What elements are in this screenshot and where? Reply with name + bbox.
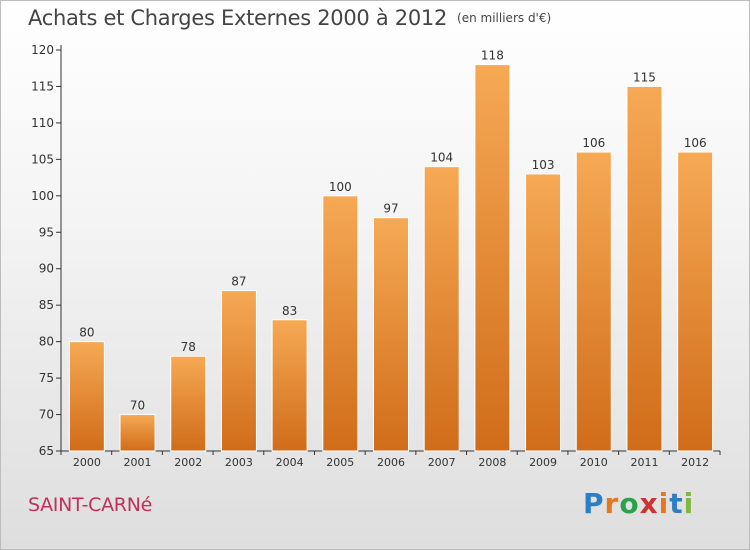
logo-letter: o [619,487,640,520]
logo-letter: i [683,487,695,520]
y-tick-label: 90 [39,262,54,276]
value-label: 78 [181,340,196,354]
value-label: 106 [684,136,707,150]
y-tick-label: 115 [31,79,54,93]
y-tick-label: 105 [31,152,54,166]
commune-name: SAINT-CARNé [28,494,153,516]
value-label: 70 [130,399,145,413]
x-tick-label: 2004 [276,456,304,469]
y-tick-label: 110 [31,116,54,130]
y-tick-label: 120 [31,43,54,57]
x-tick-label: 2012 [681,456,709,469]
chart-title: Achats et Charges Externes 2000 à 2012 [28,6,448,30]
bar [474,64,511,452]
value-label: 115 [633,70,656,84]
bar [373,217,409,452]
value-label: 104 [430,151,453,165]
x-tick-label: 2000 [73,456,101,469]
x-tick-label: 2002 [174,456,202,469]
x-tick-label: 2007 [428,456,456,469]
value-label: 118 [481,49,504,63]
chart-unit: (en milliers d'€) [457,11,552,25]
bar [220,290,257,452]
logo-letter: P [583,487,605,520]
value-label: 87 [231,275,246,289]
bar [322,195,359,452]
bar [170,355,207,452]
bar [525,173,562,452]
y-tick-label: 65 [39,444,54,458]
bar [119,414,156,452]
value-label: 83 [282,304,297,318]
proxiti-logo: Proxiti [583,487,694,520]
y-tick-label: 80 [39,335,54,349]
logo-letter: t [669,487,684,520]
bars-group [68,64,714,452]
value-label: 100 [329,180,352,194]
x-tick-label: 2003 [225,456,253,469]
x-tick-label: 2011 [630,456,658,469]
x-tick-label: 2009 [529,456,557,469]
bar [68,341,105,452]
x-tick-label: 2001 [124,456,152,469]
logo-letter: x [639,487,659,520]
x-tick-label: 2006 [377,456,405,469]
value-label: 80 [79,326,94,340]
bar [575,151,612,452]
y-tick-label: 70 [39,408,54,422]
logo-letter: i [658,487,670,520]
bar [626,85,663,452]
x-tick-label: 2005 [326,456,354,469]
value-label: 97 [383,202,398,216]
y-tick-label: 75 [39,371,54,385]
logo-letter: r [604,487,620,520]
value-labels-group: 80 2000 70 2001 78 2002 87 2003 83 2004 100 2005 97 2… [73,49,709,469]
bar [271,319,308,452]
value-label: 103 [532,158,555,172]
x-tick-label: 2008 [478,456,506,469]
y-tick-label: 85 [39,298,54,312]
bar [677,151,714,452]
value-label: 106 [582,136,605,150]
x-tick-label: 2010 [580,456,608,469]
y-tick-label: 95 [39,225,54,239]
chart-title-block: Achats et Charges Externes 2000 à 2012 (e… [28,6,551,30]
bar [423,166,460,452]
y-tick-label: 100 [31,189,54,203]
